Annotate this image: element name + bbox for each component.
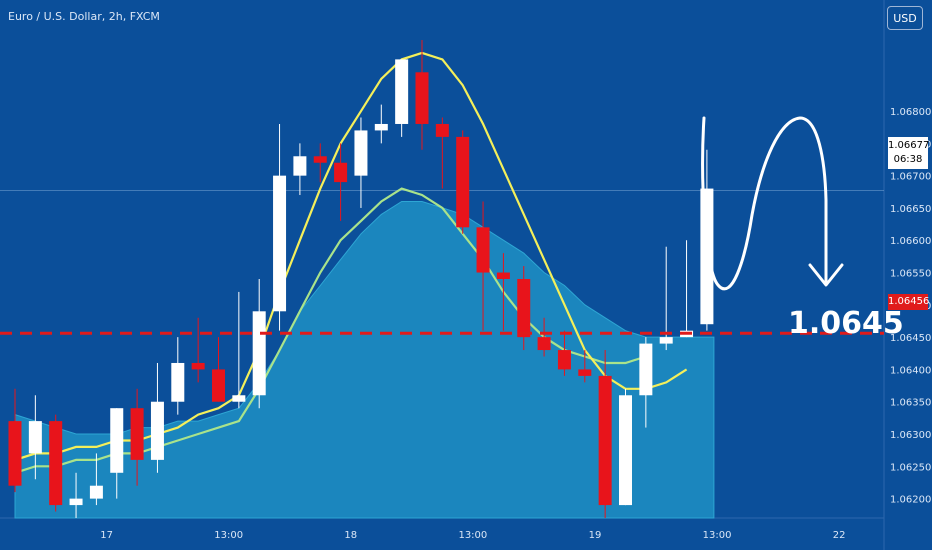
candle-body [293, 156, 307, 176]
candle-body [639, 343, 653, 396]
candle-body [212, 369, 225, 402]
candle-body [374, 123, 388, 131]
candle-body [252, 311, 266, 396]
price-tick-label: 1.06700 [890, 172, 931, 183]
currency-button[interactable]: USD [887, 6, 923, 30]
price-tick-label: 1.06250 [890, 462, 931, 473]
candle-body [150, 401, 164, 460]
time-tick-label: 13:00 [214, 530, 243, 541]
price-tick-label: 1.06300 [890, 430, 931, 441]
time-tick-label: 22 [833, 530, 846, 541]
time-tick-label: 18 [344, 530, 357, 541]
candle-body [415, 72, 429, 124]
candle-body [435, 123, 449, 137]
candle-body [700, 188, 714, 325]
candle-body [354, 130, 368, 176]
price-tick-label: 1.06550 [890, 269, 931, 280]
time-tick-label: 17 [100, 530, 113, 541]
symbol-title: Euro / U.S. Dollar, 2h, FXCM [8, 10, 160, 23]
drawing-layer [701, 116, 844, 291]
candle-body [659, 337, 673, 344]
time-axis: 17 13:00 18 13:00 19 13:00 22 [100, 530, 845, 541]
candle-body [395, 59, 409, 124]
candle-body [28, 421, 42, 454]
candle-body [110, 408, 124, 473]
candle-body [171, 362, 185, 402]
candle-body [273, 175, 287, 312]
candle-body [334, 162, 348, 183]
candle-body [232, 395, 246, 402]
candle-body [89, 485, 103, 499]
price-tick-label: 1.06650 [890, 204, 931, 215]
candle-body [517, 279, 531, 338]
countdown-value: 06:38 [893, 154, 923, 165]
candle-body [537, 337, 551, 351]
current-price-value: 1.06677 [888, 140, 930, 151]
candle-body [130, 408, 144, 460]
candle-body [456, 136, 470, 228]
arrow-head-icon [808, 263, 844, 287]
price-tick-label: 1.06600 [890, 236, 931, 247]
candle-body [476, 227, 490, 273]
price-tick-label: 1.06400 [890, 365, 931, 376]
area-layer [14, 201, 715, 519]
price-tick-label: 1.06350 [890, 398, 931, 409]
level-price-tag: 1.06456 [888, 294, 929, 310]
candle-body [496, 272, 510, 279]
candle-body [619, 395, 632, 506]
current-price-tag: 1.06677 06:38 [888, 137, 930, 169]
handdrawn-wave-arrow [701, 116, 828, 291]
candle-body [578, 369, 592, 376]
candle-body [598, 375, 612, 506]
time-tick-label: 13:00 [458, 530, 487, 541]
candle-body [69, 498, 83, 506]
time-tick-label: 19 [589, 530, 602, 541]
candle-body [313, 156, 327, 163]
price-tick-label: 1.06800 [890, 107, 931, 118]
candle-body [191, 362, 205, 370]
candle-body [49, 421, 63, 506]
price-tick-label: 1.06200 [890, 495, 931, 506]
candle-body [557, 350, 571, 370]
ma-fast-line [14, 51, 688, 461]
candle-body [8, 421, 22, 486]
area-series [14, 201, 715, 519]
target-price-label: 1.0645 [788, 306, 904, 341]
price-tick-label: 1.06450 [890, 333, 931, 344]
time-tick-label: 13:00 [703, 530, 732, 541]
